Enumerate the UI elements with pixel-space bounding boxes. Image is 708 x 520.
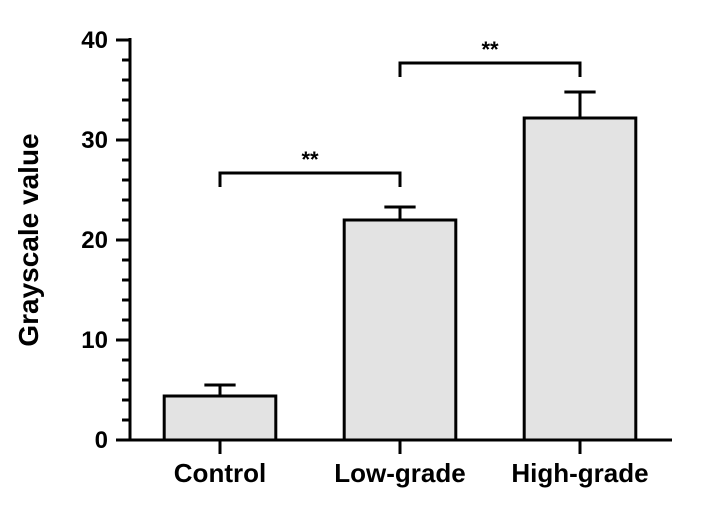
significance-bracket [400, 63, 580, 77]
chart-svg: 0 10 20 30 40 Grayscale value Control Low-grade… [0, 0, 708, 520]
y-tick-label: 30 [81, 127, 108, 154]
grayscale-bar-chart: 0 10 20 30 40 Grayscale value Control Low-grade… [0, 0, 708, 520]
y-tick-label: 10 [81, 327, 108, 354]
y-axis-label: Grayscale value [13, 133, 44, 346]
y-tick-label: 40 [81, 27, 108, 54]
y-tick-label: 0 [95, 427, 108, 454]
significance-label: ** [301, 147, 319, 172]
x-tick-label: High-grade [511, 458, 648, 488]
bar [344, 220, 456, 440]
bar [164, 396, 276, 440]
bar [524, 118, 636, 440]
significance-bracket [220, 173, 400, 187]
x-tick-label: Control [174, 458, 266, 488]
significance-label: ** [481, 37, 499, 62]
y-tick-label: 20 [81, 227, 108, 254]
x-tick-label: Low-grade [334, 458, 465, 488]
